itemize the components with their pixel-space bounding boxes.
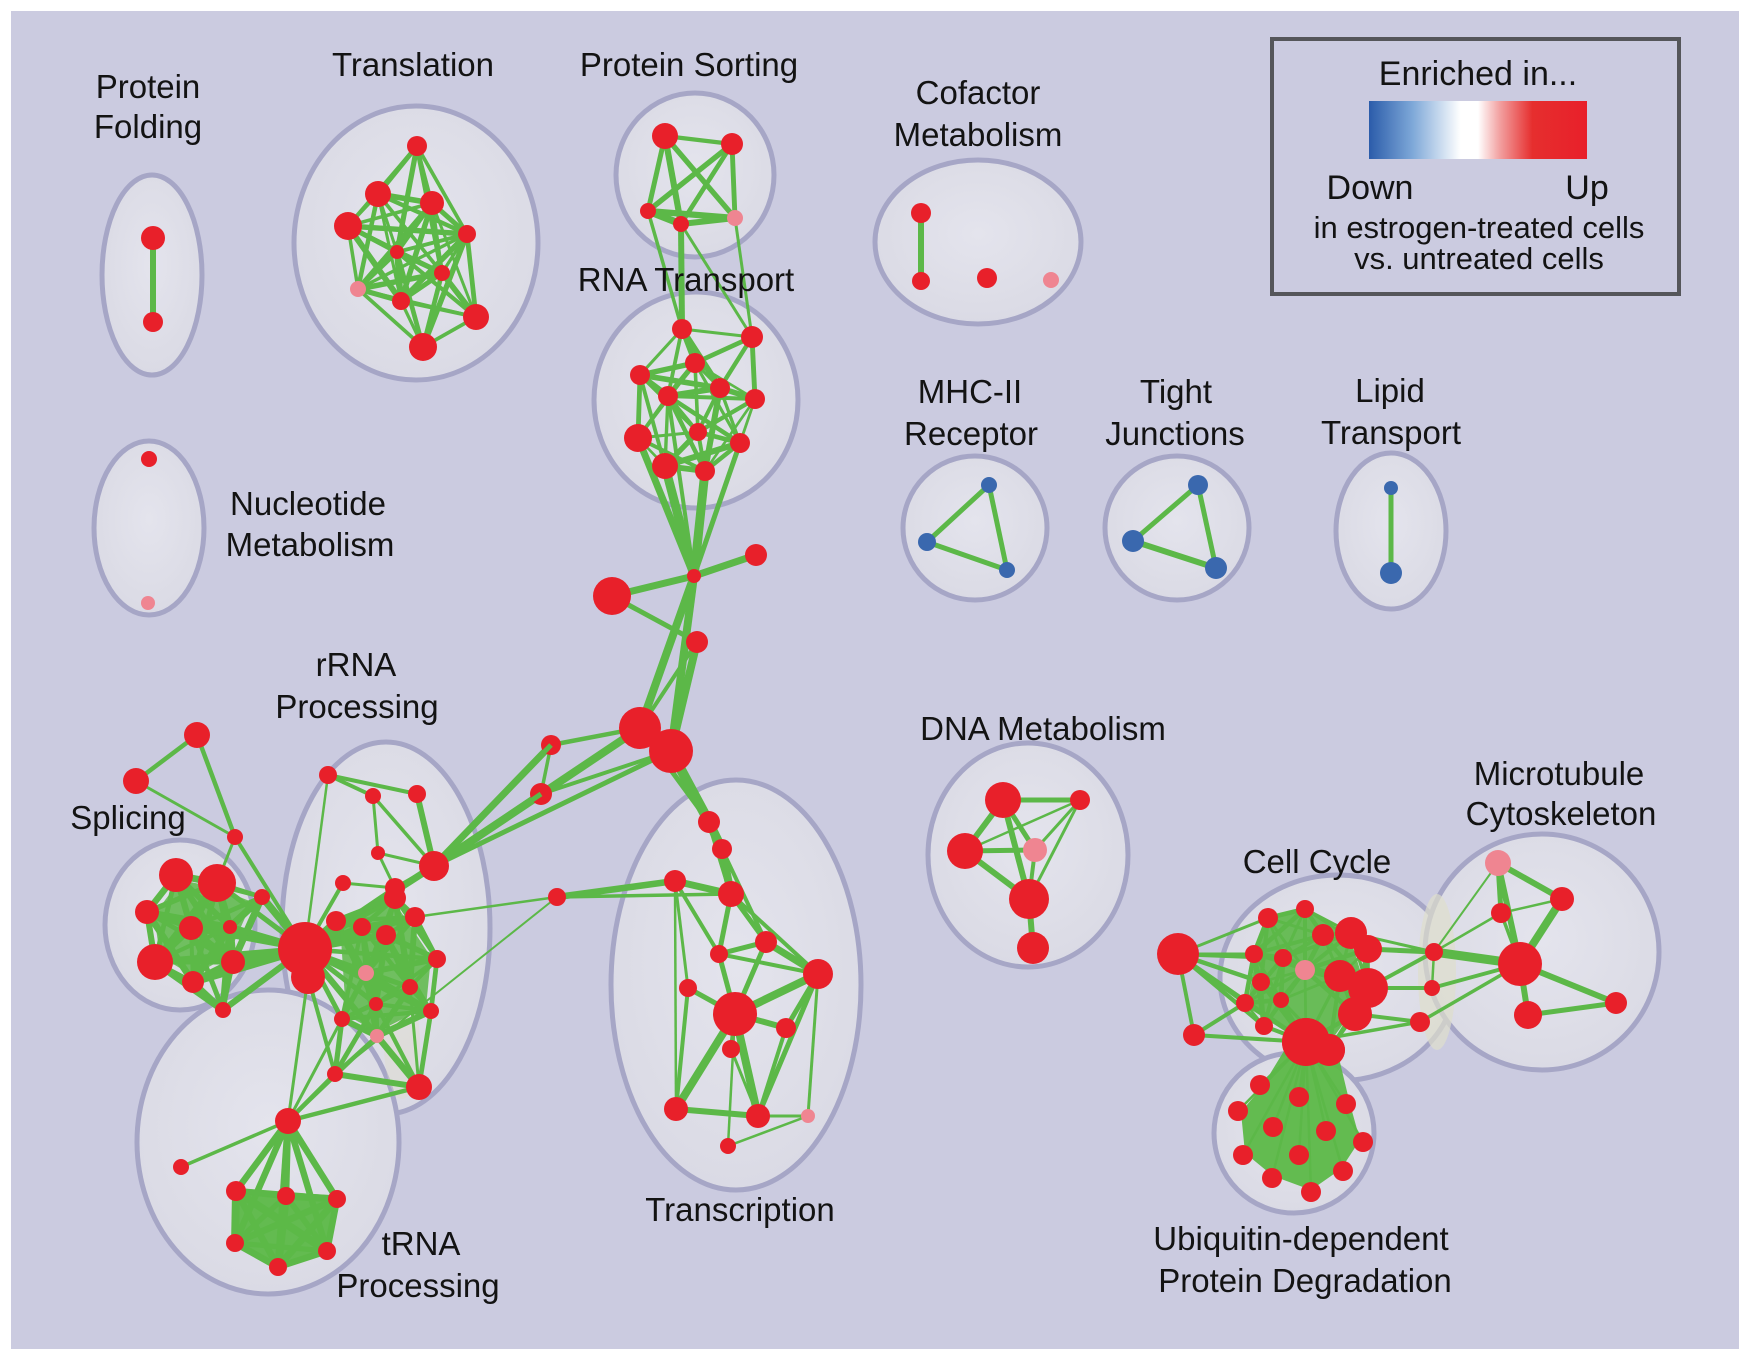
svg-text:Protein Degradation: Protein Degradation [1158,1262,1452,1299]
svg-text:Transport: Transport [1321,414,1461,451]
svg-text:Nucleotide: Nucleotide [230,485,386,522]
svg-text:Tight: Tight [1140,373,1212,410]
svg-text:RNA Transport: RNA Transport [578,261,794,298]
svg-text:Translation: Translation [332,46,494,83]
svg-text:Cytoskeleton: Cytoskeleton [1466,795,1657,832]
svg-text:Transcription: Transcription [645,1191,835,1228]
svg-text:Down: Down [1327,169,1414,207]
svg-text:in estrogen-treated cells: in estrogen-treated cells [1314,210,1645,245]
svg-text:Metabolism: Metabolism [226,526,395,563]
svg-text:Lipid: Lipid [1355,372,1425,409]
svg-text:Processing: Processing [336,1267,499,1304]
svg-text:Metabolism: Metabolism [894,116,1063,153]
svg-text:Enriched in...: Enriched in... [1379,55,1577,93]
svg-text:Receptor: Receptor [904,415,1038,452]
svg-text:vs. untreated cells: vs. untreated cells [1354,241,1604,276]
svg-text:MHC-II: MHC-II [918,373,1022,410]
svg-text:rRNA: rRNA [316,646,397,683]
svg-text:tRNA: tRNA [382,1225,461,1262]
svg-text:Junctions: Junctions [1105,415,1244,452]
svg-text:Folding: Folding [94,108,202,145]
svg-text:Protein Sorting: Protein Sorting [580,46,798,83]
svg-text:DNA Metabolism: DNA Metabolism [920,710,1166,747]
svg-text:Splicing: Splicing [70,799,186,836]
svg-text:Cell Cycle: Cell Cycle [1243,843,1392,880]
svg-text:Cofactor: Cofactor [916,74,1041,111]
svg-text:Processing: Processing [275,688,438,725]
svg-text:Protein: Protein [96,68,201,105]
svg-text:Ubiquitin-dependent: Ubiquitin-dependent [1153,1220,1448,1257]
svg-text:Microtubule: Microtubule [1474,755,1645,792]
svg-text:Up: Up [1565,169,1608,207]
